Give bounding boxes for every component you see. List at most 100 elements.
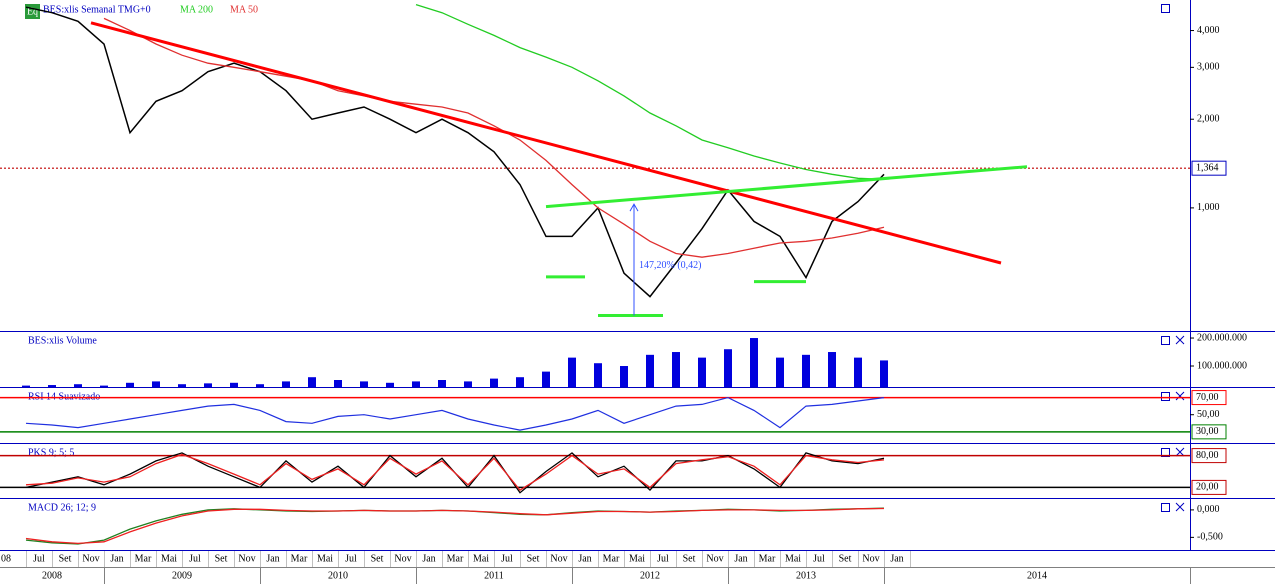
volume-bar	[750, 338, 758, 387]
month-label: Set	[59, 553, 72, 564]
volume-bar	[22, 385, 30, 387]
year-label: 2013	[796, 570, 816, 581]
price-line	[25, 6, 885, 298]
maximize-button[interactable]	[1161, 448, 1170, 457]
volume-bar	[386, 382, 394, 387]
month-label: Jul	[189, 553, 201, 564]
month-label: Jul	[345, 553, 357, 564]
month-label: Set	[527, 553, 540, 564]
reference-label: 70,00	[1196, 392, 1219, 403]
y-tick-label: 200.000.000	[1197, 332, 1247, 343]
reference-label: 20,00	[1196, 482, 1219, 493]
series-line	[415, 3, 885, 180]
reference-label: 80,00	[1196, 450, 1219, 461]
legend-entry: MA 50	[230, 4, 258, 15]
y-tick-label: 100.000.000	[1197, 360, 1247, 371]
volume-bar	[74, 384, 82, 387]
year-label: 2008	[42, 570, 62, 581]
series-line	[103, 17, 885, 258]
trendline	[90, 21, 1002, 265]
arrow-head	[629, 203, 639, 212]
month-label: Jul	[813, 553, 825, 564]
volume-bar	[620, 366, 628, 387]
label-box	[1191, 424, 1227, 440]
volume-bar	[178, 384, 186, 387]
month-label: Mai	[785, 553, 801, 564]
label-box	[1191, 479, 1227, 495]
month-label: Mar	[291, 553, 308, 564]
panel-title: RSI 14 Suavizado	[28, 391, 100, 402]
annotation: 147,20% (0,42)	[639, 260, 702, 271]
y-tick-label: -0,500	[1197, 532, 1223, 543]
volume-bar	[802, 354, 810, 387]
panel-borders	[0, 0, 1275, 551]
volume-bar	[230, 382, 238, 387]
volume-bar	[776, 357, 784, 387]
month-label: Nov	[550, 553, 567, 564]
volume-bar	[412, 381, 420, 387]
volume-bar	[646, 354, 654, 387]
month-label: Set	[371, 553, 384, 564]
maximize-button[interactable]	[1161, 392, 1170, 401]
month-label: 08	[1, 553, 11, 564]
series-line	[25, 453, 885, 491]
maximize-button[interactable]	[1161, 503, 1170, 512]
month-label: Set	[215, 553, 228, 564]
volume-bar	[152, 381, 160, 387]
volume-bar	[438, 380, 446, 387]
volume-bar	[48, 385, 56, 387]
close-button[interactable]	[1175, 391, 1185, 401]
close-button[interactable]	[1175, 502, 1185, 512]
label-box	[1191, 390, 1227, 406]
volume-bar	[204, 383, 212, 387]
volume-bar	[568, 357, 576, 387]
volume-bar	[126, 382, 134, 387]
month-label: Jul	[657, 553, 669, 564]
panel-title: BES:xlis Volume	[28, 335, 97, 346]
month-label: Nov	[706, 553, 723, 564]
month-label: Jan	[422, 553, 435, 564]
volume-bar	[724, 349, 732, 387]
month-label: Mar	[135, 553, 152, 564]
volume-bar	[828, 352, 836, 387]
maximize-button[interactable]	[1161, 4, 1170, 13]
y-tick-label: 2,000	[1197, 114, 1220, 125]
y-tick-label: 3,000	[1197, 62, 1220, 73]
y-tick-label: 4,000	[1197, 25, 1220, 36]
panel-title: PKS 9; 5; 5	[28, 447, 74, 458]
label-box	[1191, 160, 1227, 176]
volume-bar	[516, 377, 524, 387]
icon-label: Eq	[27, 6, 38, 17]
volume-bar	[282, 381, 290, 387]
reference-label: 30,00	[1196, 426, 1219, 437]
volume-bar	[308, 377, 316, 387]
month-label: Nov	[862, 553, 879, 564]
month-label: Jan	[890, 553, 903, 564]
month-label: Jan	[266, 553, 279, 564]
month-label: Jan	[110, 553, 123, 564]
month-label: Mai	[317, 553, 333, 564]
y-tick-label: 1,000	[1197, 202, 1220, 213]
month-label: Jul	[33, 553, 45, 564]
volume-bar	[854, 357, 862, 387]
legend-entry: MA 200	[180, 4, 213, 15]
month-label: Mai	[473, 553, 489, 564]
volume-bar	[594, 363, 602, 387]
maximize-button[interactable]	[1161, 336, 1170, 345]
month-label: Nov	[394, 553, 411, 564]
volume-bar	[360, 381, 368, 387]
y-tick-label: 0,000	[1197, 504, 1220, 515]
month-label: Jan	[734, 553, 747, 564]
close-button[interactable]	[1175, 335, 1185, 345]
year-label: 2009	[172, 570, 192, 581]
month-label: Jan	[578, 553, 591, 564]
reference-label: 1,364	[1196, 162, 1219, 173]
panel-buttons	[1161, 4, 1185, 512]
close-button[interactable]	[1175, 447, 1185, 457]
month-label: Mai	[629, 553, 645, 564]
month-label: Jul	[501, 553, 513, 564]
month-label: Mar	[447, 553, 464, 564]
volume-bar	[672, 352, 680, 387]
